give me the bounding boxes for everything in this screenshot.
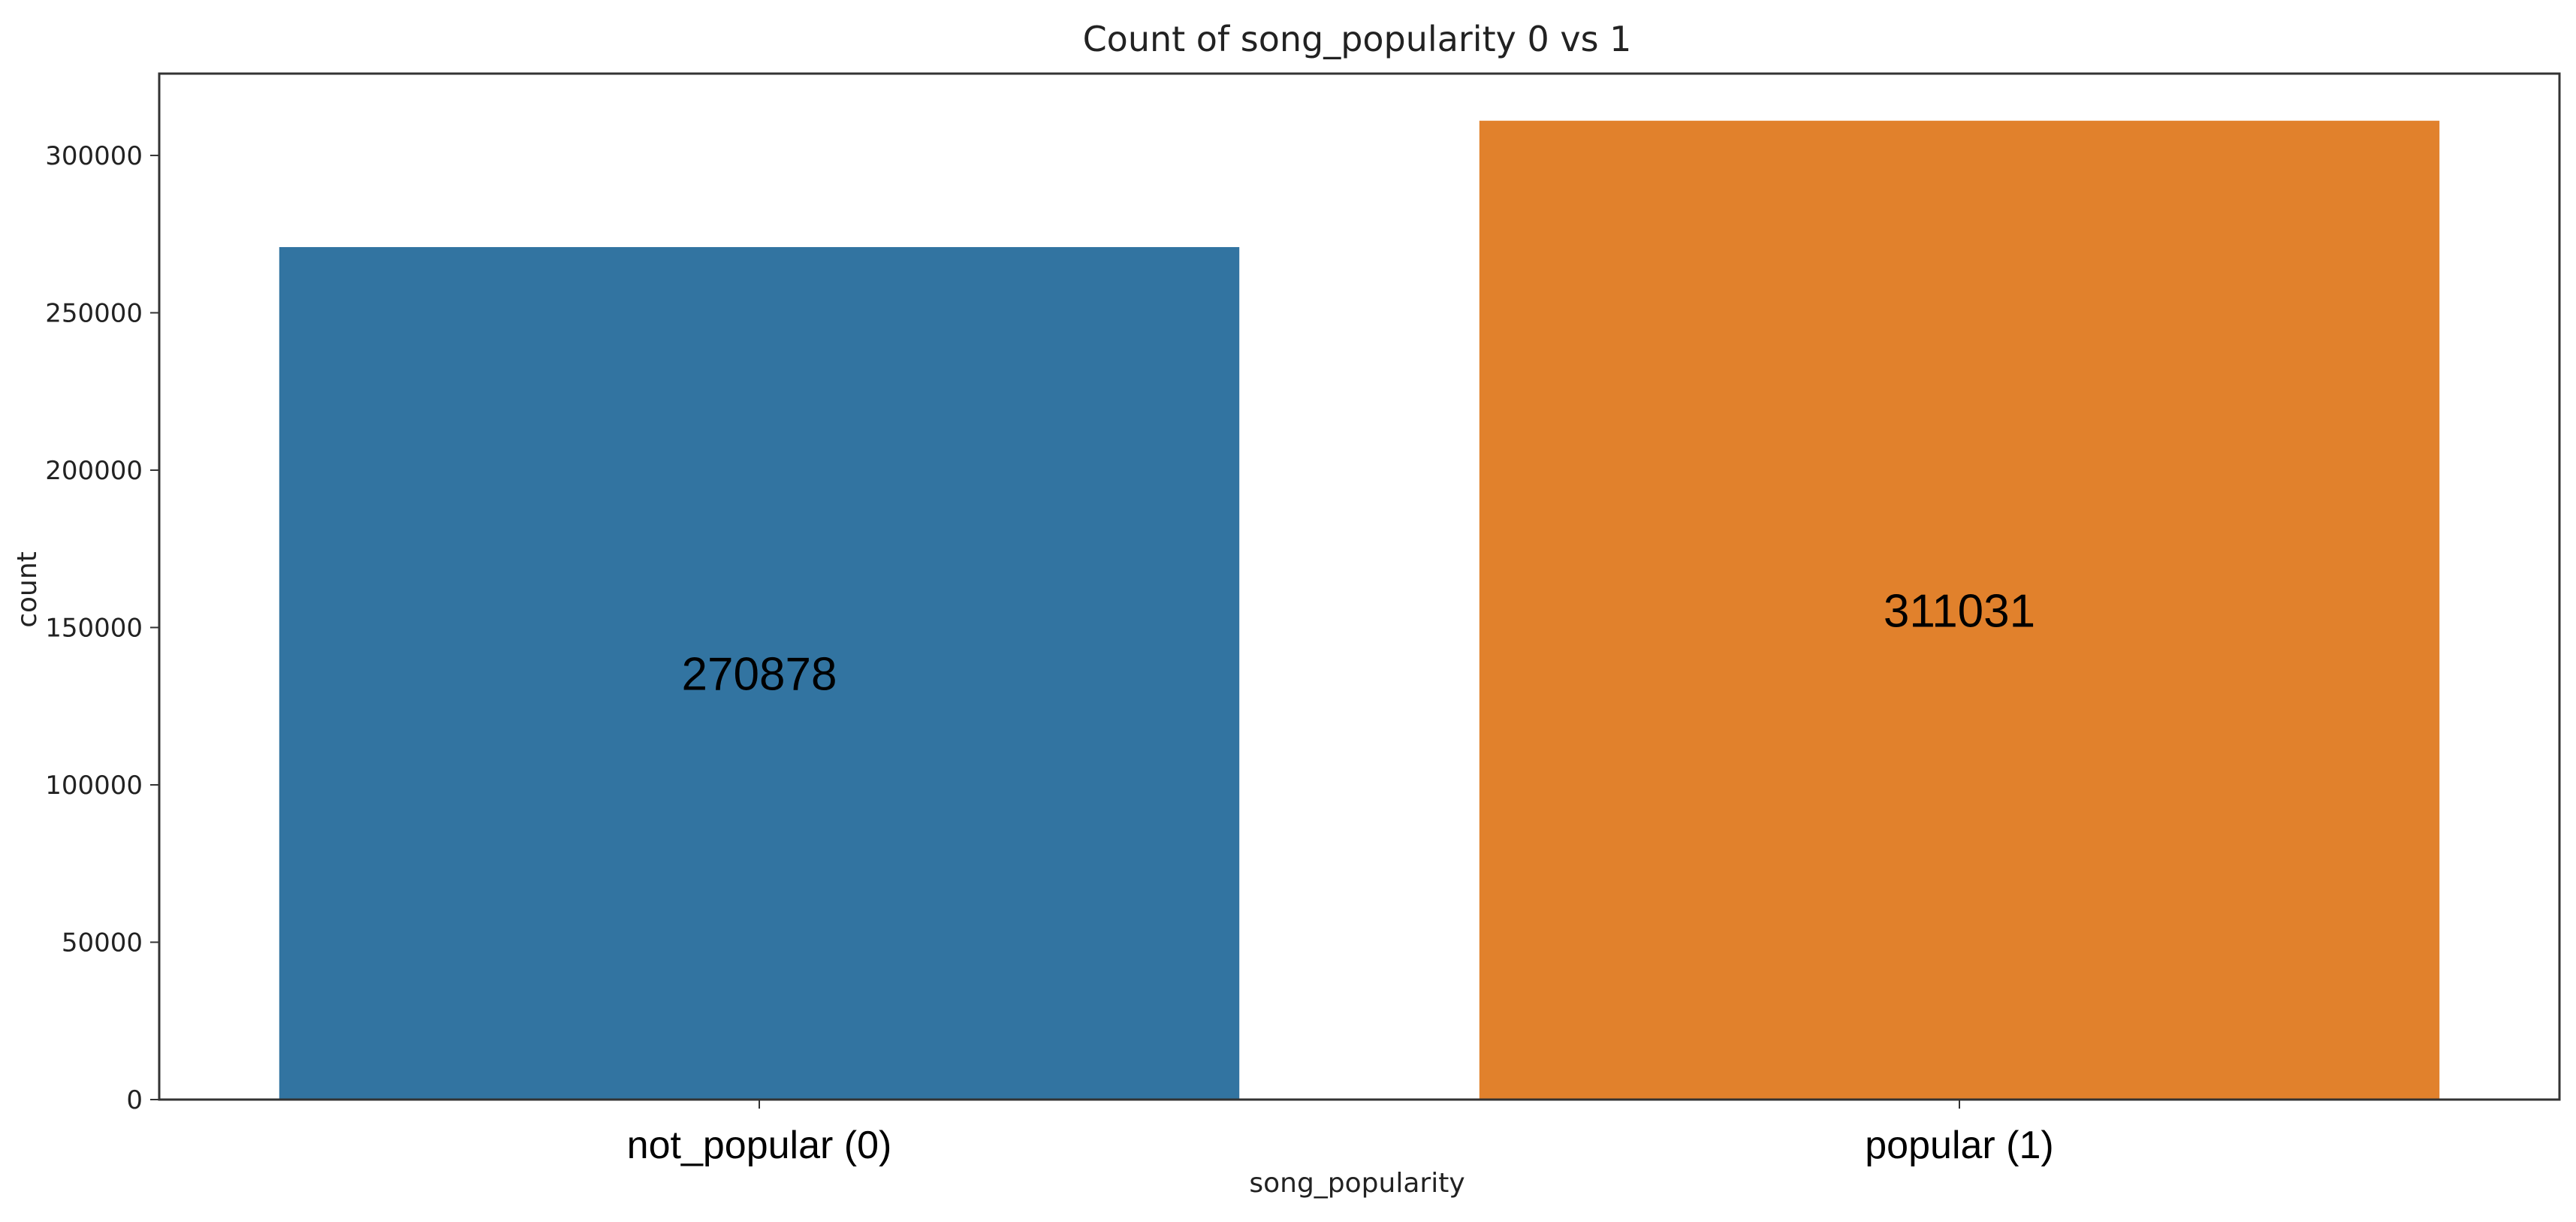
y-tick-label-3: 150000: [45, 613, 143, 643]
plot-frame: [158, 72, 2561, 1101]
bars-layer: [279, 120, 2440, 1100]
y-tick-label-6: 300000: [45, 141, 143, 171]
y-axis-label: count: [12, 551, 43, 628]
x-tick-label-0: not_popular (0): [627, 1124, 892, 1167]
y-tick-label-2: 100000: [45, 771, 143, 801]
x-axis-ticks: not_popular (0) popular (1): [627, 1100, 2054, 1167]
x-axis-label: song_popularity: [1249, 1168, 1464, 1199]
data-label-0: 270878: [682, 648, 837, 700]
data-labels: 270878 311031: [682, 585, 2036, 700]
bar-1: [1479, 120, 2440, 1100]
y-tick-label-5: 250000: [45, 298, 143, 328]
data-label-1: 311031: [1884, 585, 2035, 637]
y-axis-ticks: 0 50000 100000 150000 200000 250000 300000: [45, 141, 159, 1115]
y-tick-label-4: 200000: [45, 456, 143, 486]
bar-0: [279, 246, 1240, 1100]
y-tick-label-0: 0: [126, 1085, 143, 1115]
y-tick-label-1: 50000: [62, 928, 143, 958]
chart-title: Count of song_popularity 0 vs 1: [1083, 19, 1632, 59]
x-tick-label-1: popular (1): [1865, 1124, 2053, 1167]
